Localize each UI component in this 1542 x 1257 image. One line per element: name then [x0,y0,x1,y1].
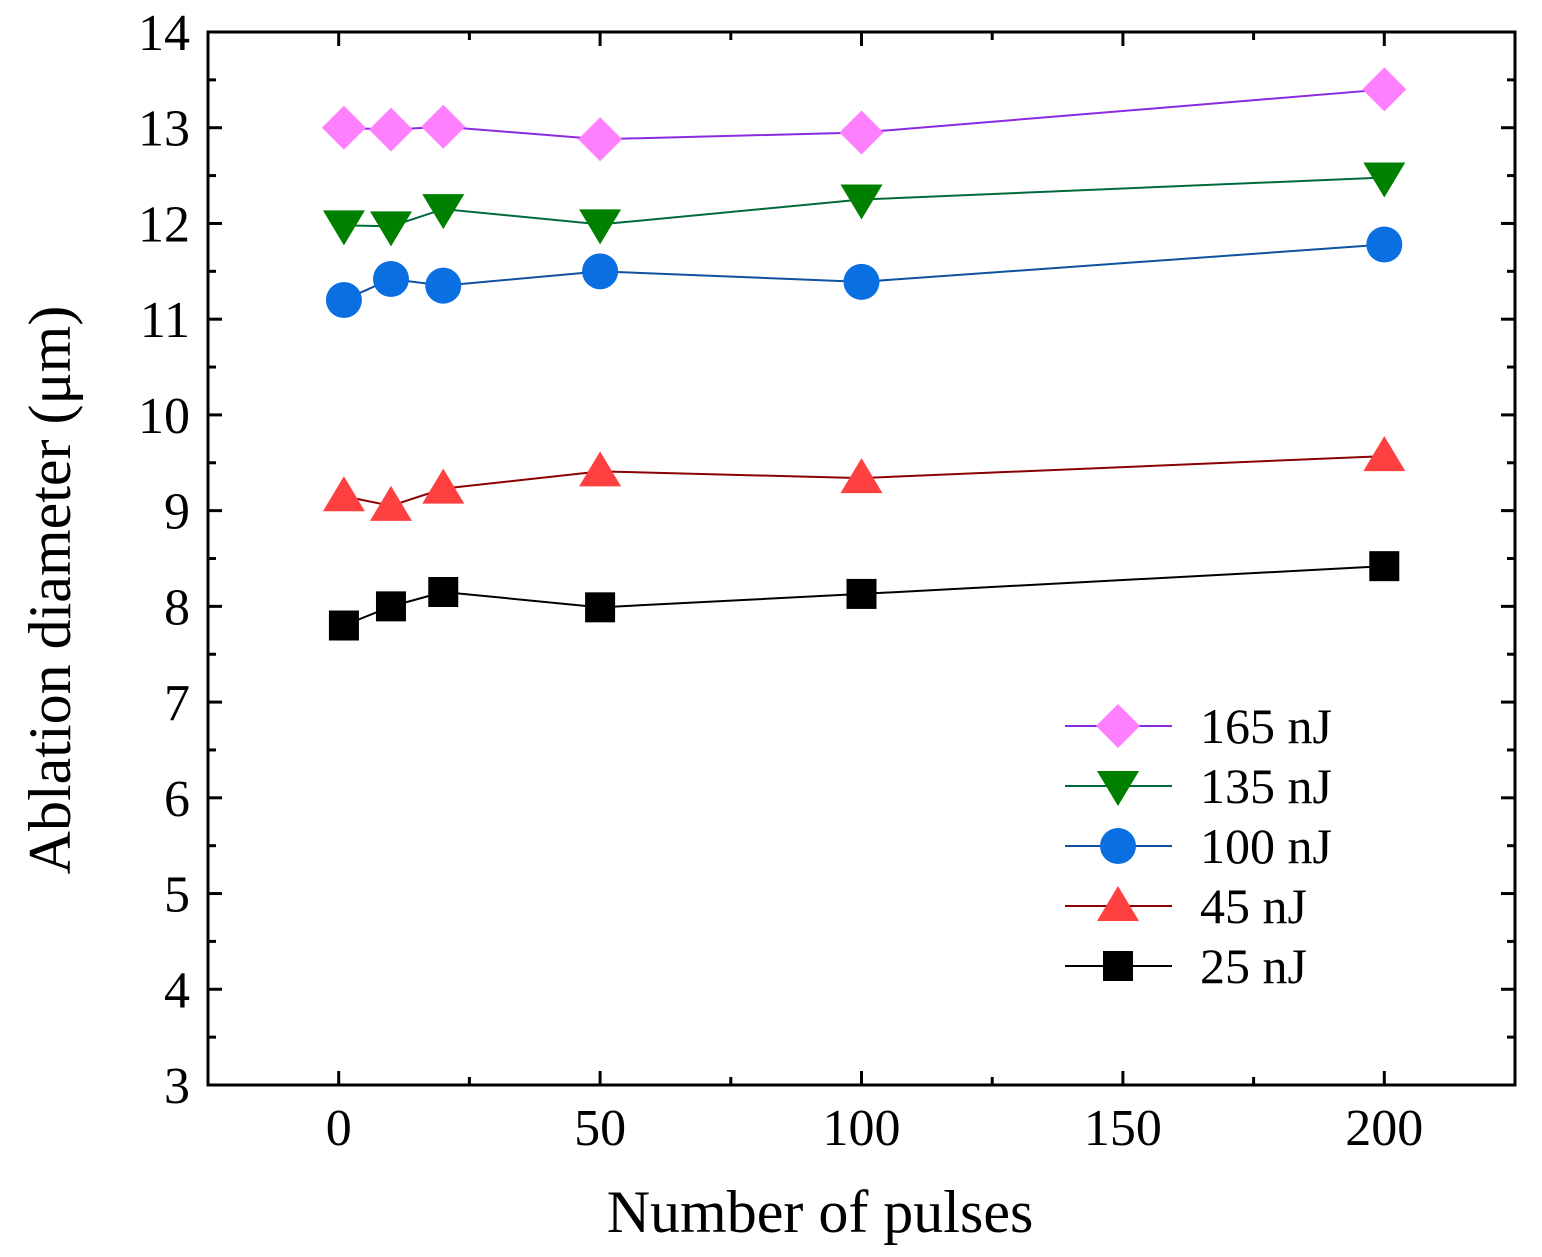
data-point [843,263,880,300]
legend-marker [1097,771,1139,806]
x-axis-label: Number of pulses [607,1179,1034,1245]
data-point [375,591,406,622]
data-point [368,107,413,152]
legend-label: 100 nJ [1200,818,1332,874]
data-point [582,253,619,290]
legend-marker [1096,704,1140,748]
y-tick-label: 13 [138,101,190,158]
data-point [322,210,365,246]
y-tick-label: 10 [138,388,190,445]
legend-marker [1100,828,1136,864]
y-tick-label: 5 [164,867,190,924]
legend-label: 165 nJ [1200,698,1332,754]
data-point [369,485,412,521]
data-point [1363,162,1406,198]
data-point [322,476,365,512]
y-axis-label: Ablation diameter (μm) [17,306,83,875]
legend-label: 25 nJ [1200,938,1307,994]
data-point [421,104,466,149]
data-point [369,211,412,247]
data-point [585,592,616,623]
data-point [840,458,883,494]
data-point [1369,551,1400,582]
data-point [422,194,465,230]
data-point [428,577,459,608]
y-tick-label: 9 [164,484,190,541]
x-tick-label: 100 [823,1100,901,1157]
data-point [422,468,465,504]
series-markers [321,67,1407,641]
y-tick-label: 11 [140,292,190,349]
data-point [579,209,622,245]
data-point [579,451,622,487]
legend-label: 135 nJ [1200,758,1332,814]
x-tick-label: 200 [1345,1100,1423,1157]
data-point [325,282,362,319]
y-tick-label: 12 [138,196,190,253]
data-point [1366,226,1403,263]
data-point [321,105,366,150]
data-point [846,578,877,609]
x-tick-label: 0 [326,1100,352,1157]
data-point [578,117,623,162]
data-point [328,610,359,641]
data-point [1362,67,1407,112]
x-tick-label: 50 [574,1100,626,1157]
data-point [1363,436,1406,472]
y-tick-label: 14 [138,5,190,62]
legend-marker [1103,951,1133,981]
axis-ticks: 0 50 100 150 200 3 4 5 6 7 8 9 10 11 12 13 14 [138,5,1517,1157]
y-tick-label: 4 [164,962,190,1019]
y-tick-label: 7 [164,675,190,732]
data-point [839,110,884,155]
legend-label: 45 nJ [1200,878,1307,934]
legend-marker [1097,886,1139,921]
y-tick-label: 8 [164,579,190,636]
y-tick-label: 3 [164,1058,190,1115]
data-point [372,260,409,297]
data-point [840,184,883,220]
x-tick-label: 150 [1084,1100,1162,1157]
series-lines [343,88,1385,627]
y-tick-label: 6 [164,771,190,828]
data-point [425,267,462,304]
